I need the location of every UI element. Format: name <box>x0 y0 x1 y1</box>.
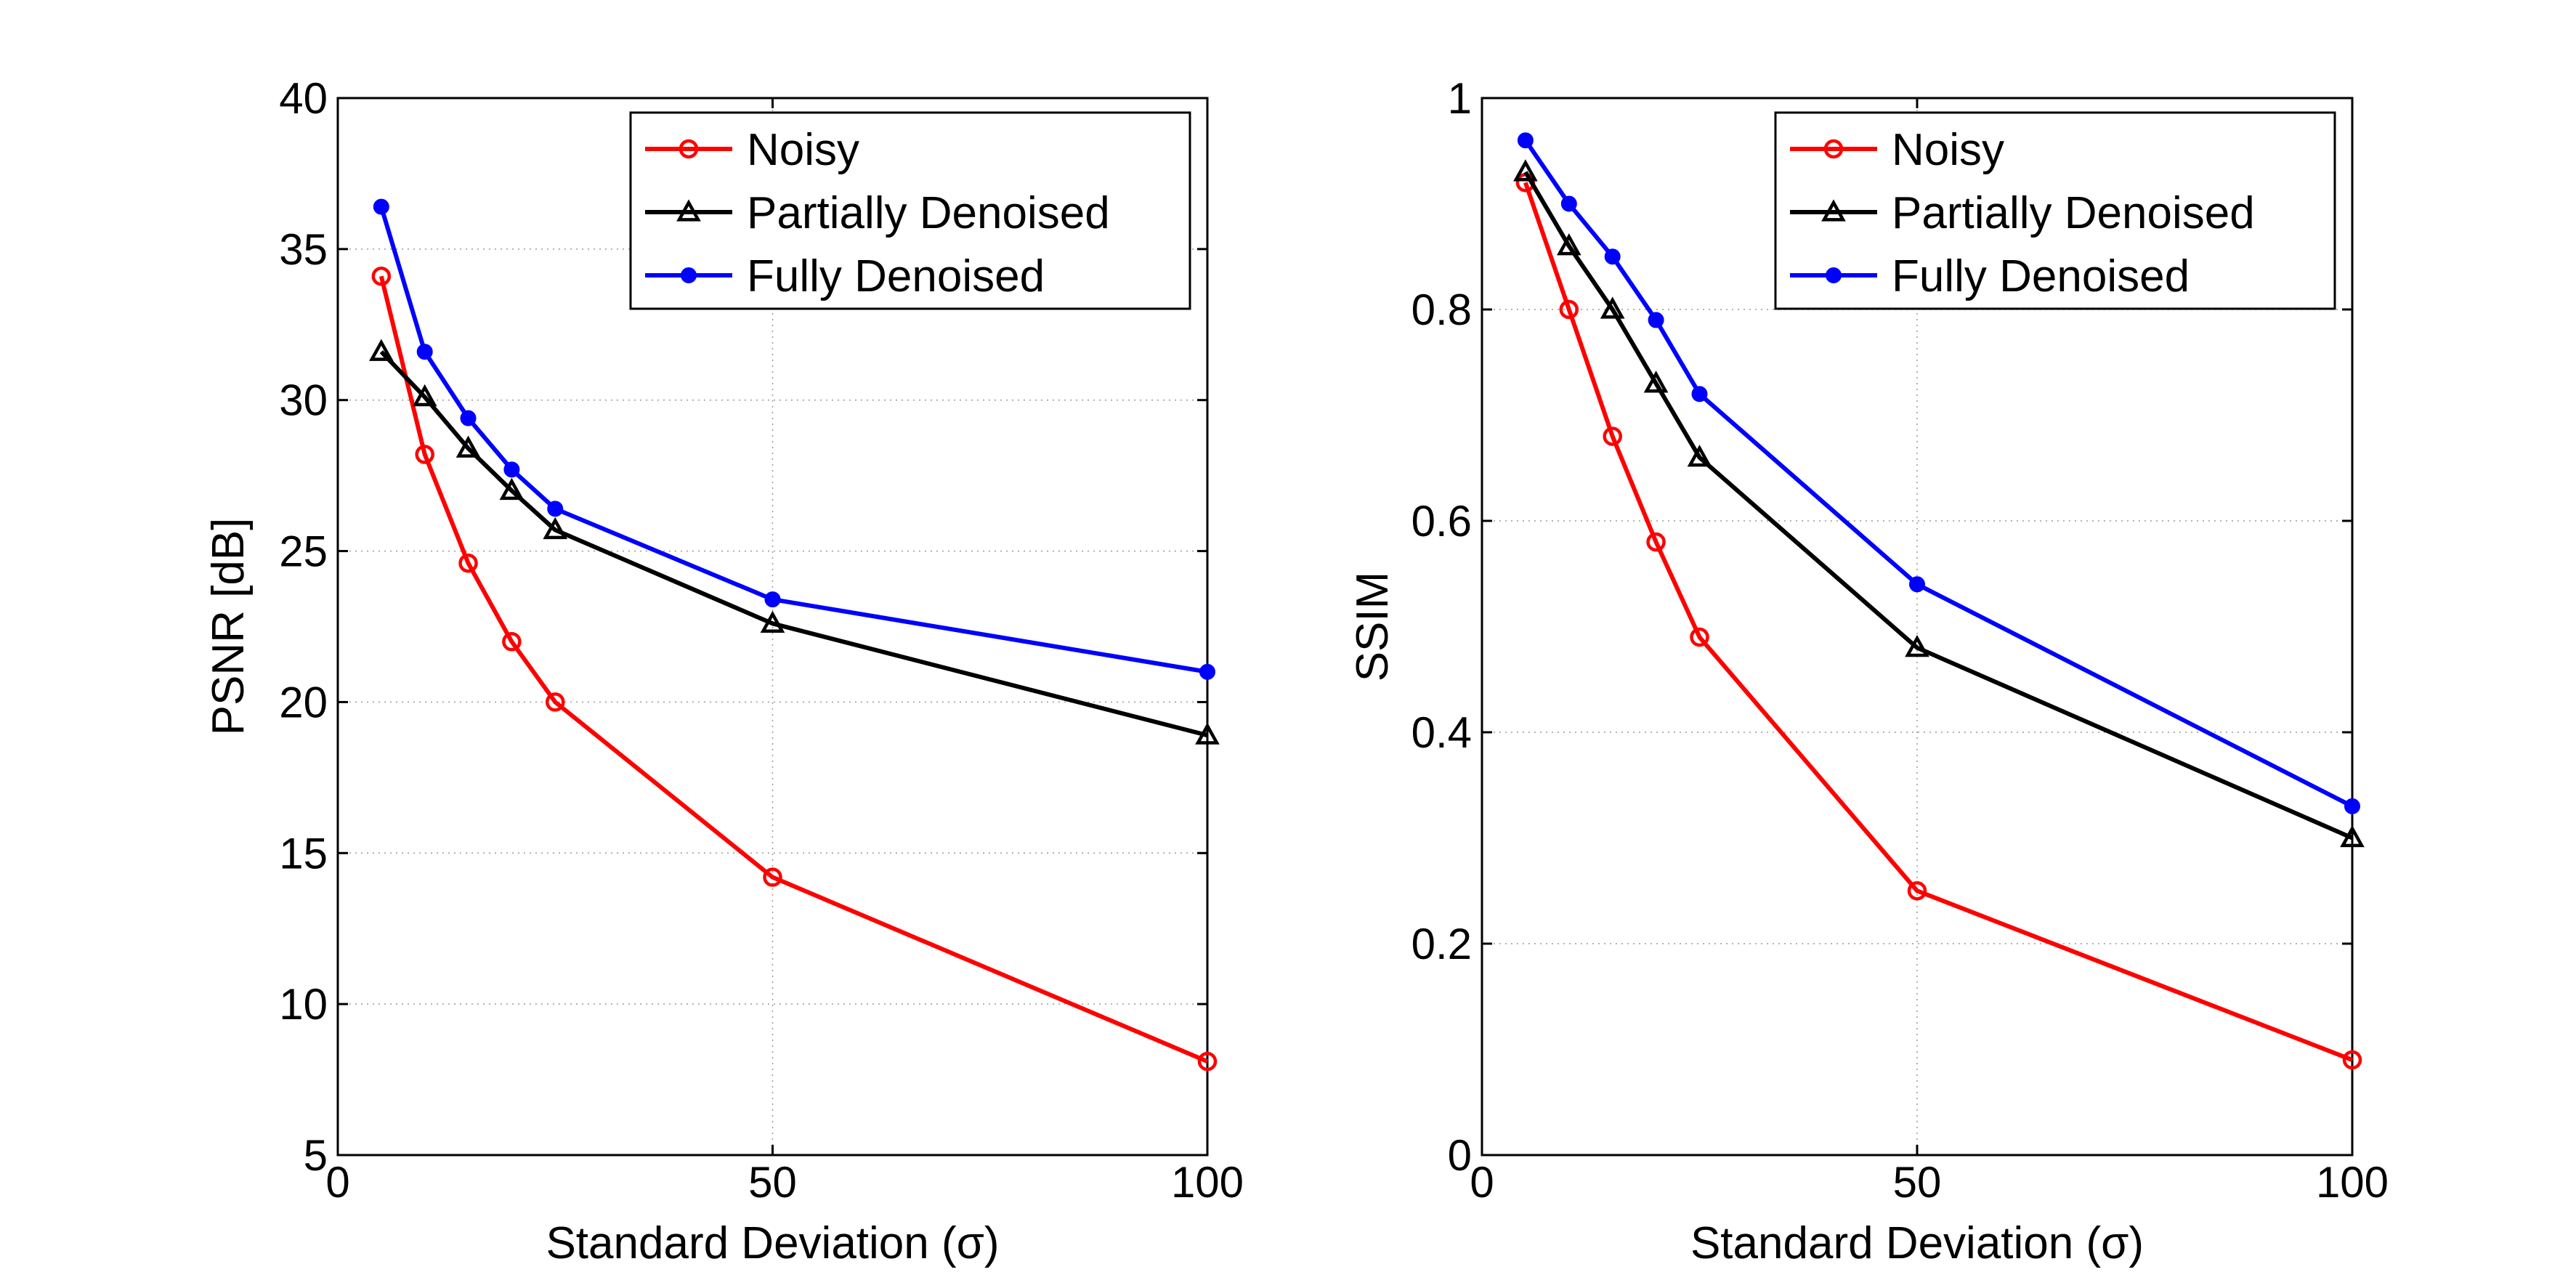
data-point <box>1909 576 1925 593</box>
ssim-series-fully-denoised <box>1517 132 2360 814</box>
data-point <box>499 477 524 501</box>
legend-label: Noisy <box>1892 125 2004 175</box>
data-point <box>1604 248 1621 265</box>
data-point <box>1648 312 1664 328</box>
legend-item: Fully Denoised <box>645 251 1045 301</box>
data-point <box>1603 426 1622 446</box>
y-tick-label: 5 <box>304 1131 328 1180</box>
legend-marker <box>1826 267 1842 283</box>
data-point <box>763 867 782 887</box>
x-tick-label: 0 <box>1470 1158 1494 1207</box>
legend-marker <box>681 267 697 283</box>
data-point <box>2340 825 2365 848</box>
x-tick-label: 100 <box>2316 1158 2389 1207</box>
data-point <box>1513 159 1538 182</box>
legend-item: Partially Denoised <box>645 188 1110 238</box>
data-point <box>760 610 785 633</box>
legend-marker <box>676 199 701 222</box>
psnr-x-axis-label: Standard Deviation (σ) <box>546 1218 999 1268</box>
y-tick-label: 25 <box>279 527 328 576</box>
ssim-series-noisy <box>1515 173 2362 1070</box>
y-tick-label: 30 <box>279 376 328 425</box>
data-point <box>1559 299 1579 320</box>
legend-item: Partially Denoised <box>1790 188 2255 238</box>
ssim-y-axis-label: SSIM <box>1348 572 1398 682</box>
x-tick-label: 100 <box>1171 1158 1244 1207</box>
legend-item: Noisy <box>645 125 859 175</box>
psnr-series-noisy <box>371 267 1218 1072</box>
data-point <box>1907 881 1927 901</box>
x-tick-label: 0 <box>325 1158 349 1207</box>
psnr-series-partially-denoised <box>369 339 1220 745</box>
data-point <box>503 461 520 478</box>
data-point <box>546 692 565 712</box>
data-point <box>1687 445 1712 467</box>
legend-label: Fully Denoised <box>747 251 1045 301</box>
ssim-series-partially-denoised <box>1513 159 2365 848</box>
data-point <box>458 553 478 573</box>
legend-item: Noisy <box>1790 125 2004 175</box>
x-tick-label: 50 <box>1893 1158 1942 1207</box>
data-point <box>1600 296 1625 319</box>
y-tick-label: 15 <box>279 829 328 878</box>
data-point <box>1691 386 1708 402</box>
y-tick-label: 0.6 <box>1411 497 1472 546</box>
psnr-legend: Noisy Partially Denoised Fully Denoised <box>629 111 1191 310</box>
legend-label: Fully Denoised <box>1892 251 2190 301</box>
series-line <box>378 275 1209 1064</box>
data-point <box>1197 1051 1218 1072</box>
data-point <box>1517 132 1534 149</box>
y-tick-label: 10 <box>279 980 328 1029</box>
series-line <box>1523 182 2354 1062</box>
y-tick-label: 20 <box>279 678 328 726</box>
y-tick-label: 0.4 <box>1411 708 1472 757</box>
data-point <box>371 267 392 286</box>
data-point <box>764 591 781 608</box>
data-point <box>1646 532 1666 552</box>
y-tick-label: 0.8 <box>1411 285 1472 334</box>
data-point <box>460 410 477 426</box>
y-tick-label: 35 <box>279 225 328 274</box>
y-tick-label: 0 <box>1448 1131 1472 1180</box>
ssim-chart: 0 50 100 0 0.2 0.4 0.6 0.8 1 Standard Deviation (… <box>1348 74 2389 1268</box>
data-point <box>1195 722 1220 745</box>
legend-marker <box>1821 199 1846 222</box>
ssim-x-axis-label: Standard Deviation (σ) <box>1690 1218 2144 1268</box>
legend-marker <box>1823 139 1844 159</box>
psnr-chart: 0 50 100 5 10 15 20 25 30 35 40 Standard Deviation … <box>203 74 1244 1268</box>
legend-marker <box>679 139 699 159</box>
series-line <box>1523 171 2354 841</box>
data-point <box>412 384 437 407</box>
data-point <box>2342 1050 2362 1070</box>
legend-label: Noisy <box>747 125 859 175</box>
data-point <box>547 501 564 517</box>
data-point <box>455 435 481 458</box>
data-point <box>1556 233 1581 256</box>
x-tick-label: 50 <box>748 1158 797 1207</box>
data-point <box>1199 663 1215 680</box>
data-point <box>543 517 568 540</box>
series-line <box>379 350 1208 738</box>
legend-label: Partially Denoised <box>747 188 1110 238</box>
data-point <box>369 339 394 361</box>
data-point <box>2344 798 2360 814</box>
data-point <box>1560 195 1577 212</box>
y-tick-label: 0.2 <box>1411 920 1472 968</box>
psnr-y-axis-label: PSNR [dB] <box>203 518 254 736</box>
ssim-legend: Noisy Partially Denoised Fully Denoised <box>1774 111 2336 310</box>
data-point <box>1690 627 1709 647</box>
psnr-series-fully-denoised <box>373 198 1215 680</box>
data-point <box>416 344 433 360</box>
data-point <box>373 198 389 215</box>
data-point <box>1905 634 1929 657</box>
y-tick-label: 1 <box>1448 74 1472 123</box>
legend-label: Partially Denoised <box>1892 188 2255 238</box>
data-point <box>415 445 434 464</box>
y-tick-label: 40 <box>279 74 328 123</box>
legend-item: Fully Denoised <box>1790 251 2190 301</box>
data-point <box>502 632 522 652</box>
data-point <box>1643 370 1669 393</box>
